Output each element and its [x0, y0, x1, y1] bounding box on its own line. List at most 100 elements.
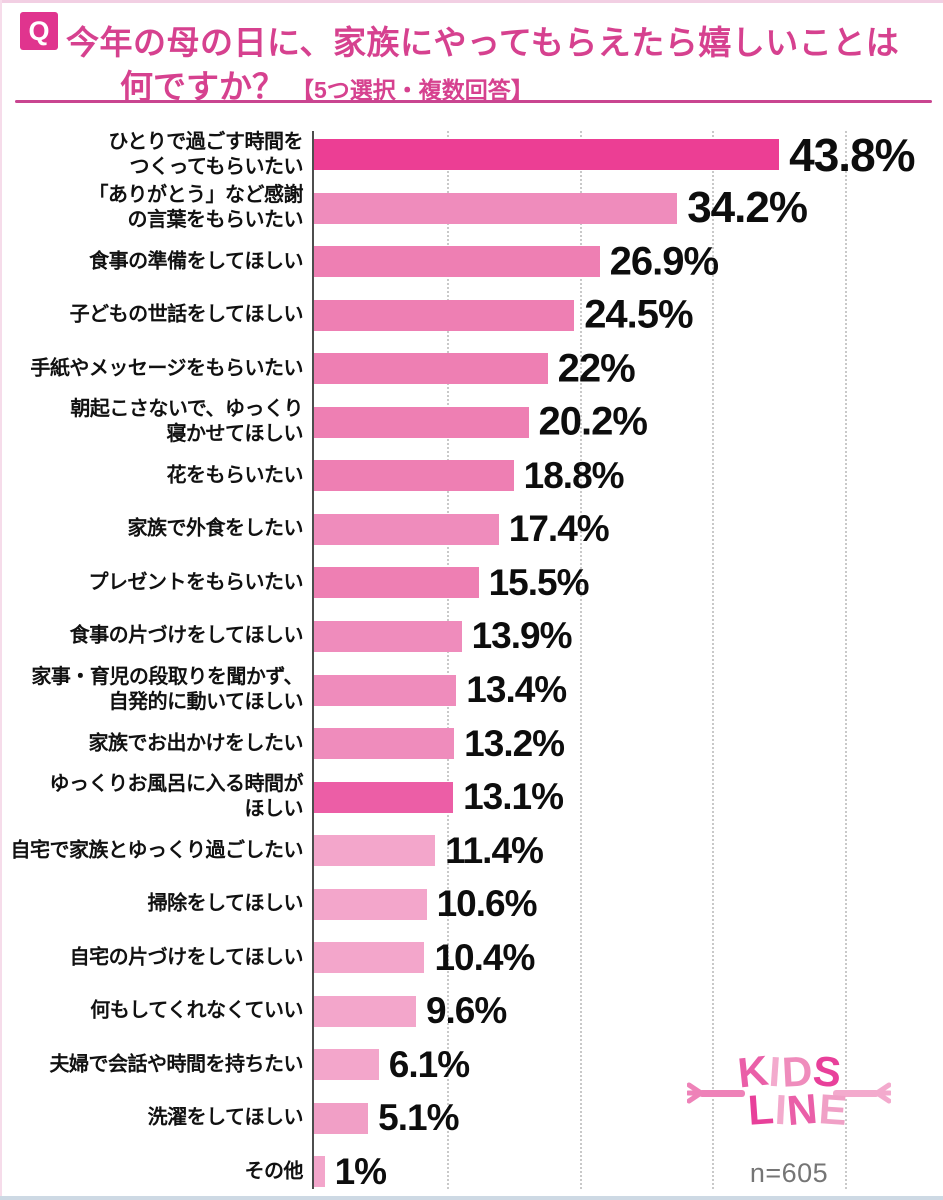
value-label: 20.2%	[538, 399, 648, 444]
value-label: 10.6%	[436, 883, 538, 925]
value-label: 5.1%	[378, 1097, 459, 1139]
chart-y-axis	[312, 131, 314, 1189]
question-badge-letter: Q	[28, 15, 50, 46]
question-badge: Q	[20, 12, 58, 50]
gridline	[845, 131, 847, 1189]
category-label-line: 食事の片づけをしてほしい	[69, 624, 304, 647]
value-label: 26.9%	[609, 239, 719, 284]
category-label-line: 「ありがとう」など感謝	[88, 184, 304, 207]
bar	[314, 139, 780, 170]
logo-letter: I	[773, 1085, 787, 1134]
category-label-line: 寝かせてほしい	[166, 423, 304, 446]
value-label: 13.2%	[464, 722, 565, 764]
category-label-line: 家事・育児の段取りを聞かず、	[31, 666, 303, 688]
bar	[314, 781, 454, 813]
category-label: 夫婦で会話や時間を持ちたい	[0, 1052, 304, 1077]
category-label-line: その他	[244, 1160, 304, 1183]
value-label: 9.6%	[425, 990, 507, 1032]
category-label-line: ゆっくりお風呂に入る時間が	[49, 773, 304, 796]
category-label-line: プレゼントをもらいたい	[88, 571, 304, 594]
page-bottom-edge	[0, 1196, 943, 1200]
category-label: 食事の片づけをしてほしい	[0, 624, 304, 649]
value-label: 1%	[334, 1150, 387, 1192]
category-label: 「ありがとう」など感謝 の言葉をもらいたい	[0, 183, 304, 233]
bar	[314, 513, 499, 545]
page-left-edge	[0, 0, 2, 1196]
bar	[314, 835, 436, 867]
bar-chart: ひとりで過ごす時間を つくってもらいたい 43.8% 「ありがとう」など感謝 の言葉をも…	[0, 125, 943, 1193]
bar	[314, 1049, 379, 1081]
bar	[314, 192, 678, 224]
page-top-edge	[0, 0, 943, 3]
logo-letter: E	[817, 1085, 848, 1134]
category-label: 家族でお出かけをしたい	[0, 731, 304, 756]
logo-letter: L	[746, 1085, 775, 1134]
value-label: 43.8%	[789, 128, 915, 181]
page-title-line2-main: 何ですか？	[120, 68, 285, 105]
category-label: 家族で外食をしたい	[0, 517, 304, 542]
category-label: ゆっくりお風呂に入る時間が ほしい	[0, 772, 304, 822]
category-label-line: の言葉をもらいたい	[127, 209, 304, 232]
value-label: 13.4%	[466, 669, 567, 710]
value-label: 15.5%	[488, 561, 590, 603]
value-label: 11.4%	[445, 829, 544, 871]
gridline	[446, 131, 449, 1189]
bar	[314, 353, 548, 385]
category-label-line: 家族で外食をしたい	[127, 517, 304, 540]
bar	[314, 460, 514, 492]
value-label: 13.1%	[463, 776, 564, 818]
bar	[314, 1102, 369, 1134]
category-label: 家事・育児の段取りを聞かず、自発的に動いてほしい	[0, 665, 303, 715]
bar	[314, 567, 479, 599]
gridline	[712, 131, 715, 1189]
value-label: 22%	[557, 346, 636, 391]
category-label: 洗濯をしてほしい	[0, 1106, 304, 1131]
category-label-line: ひとりで過ごす時間を	[108, 130, 303, 153]
category-label-line: 子どもの世話をしてほしい	[69, 303, 304, 326]
sample-size-label: n=605	[749, 1158, 829, 1188]
category-label: 自宅で家族とゆっくり過ごしたい	[0, 838, 304, 863]
bar	[314, 299, 575, 331]
category-label: その他	[0, 1159, 304, 1184]
bar	[314, 406, 529, 438]
category-label-line: 花をもらいたい	[166, 464, 304, 487]
bar	[314, 728, 455, 760]
category-label-line: 朝起こさないで、ゆっくり	[70, 398, 303, 421]
category-label: 花をもらいたい	[0, 463, 304, 488]
bar	[314, 1156, 325, 1188]
category-label-line: 何もしてくれなくていい	[90, 999, 303, 1022]
bar	[314, 674, 457, 706]
logo-arms-icon	[687, 1082, 891, 1104]
category-label-line: 手紙やメッセージをもらいたい	[30, 357, 303, 380]
page-title-line2: 何ですか？ 【5つ選択・複数回答】	[120, 60, 534, 108]
gridline	[579, 131, 582, 1189]
category-label-line: 夫婦で会話や時間を持ちたい	[49, 1053, 304, 1076]
category-label: 手紙やメッセージをもらいたい	[0, 356, 303, 381]
category-label: ひとりで過ごす時間を つくってもらいたい	[0, 130, 303, 180]
category-label-line: 掃除をしてほしい	[147, 892, 304, 915]
value-label: 13.9%	[471, 615, 573, 657]
value-label: 24.5%	[584, 292, 693, 337]
page-title: 今年の母の日に、家族にやってもらえたら嬉しいことは	[66, 24, 900, 61]
value-label: 17.4%	[508, 508, 610, 550]
logo-letter: N	[785, 1084, 819, 1135]
value-label: 18.8%	[523, 454, 625, 496]
value-label: 34.2%	[687, 183, 808, 233]
bar	[314, 942, 425, 974]
category-label: 食事の準備をしてほしい	[0, 249, 303, 274]
page-title-note: 【5つ選択・複数回答】	[291, 77, 534, 103]
bar	[314, 620, 462, 652]
category-label-line: 自発的に動いてほしい	[108, 691, 304, 713]
category-label-line: 家族でお出かけをしたい	[88, 732, 304, 755]
category-label-line: 自宅の片づけをしてほしい	[69, 946, 304, 969]
category-label-line: つくってもらいたい	[129, 155, 304, 178]
value-label: 6.1%	[388, 1043, 470, 1085]
bar	[314, 246, 600, 278]
category-label-line: 食事の準備をしてほしい	[89, 250, 303, 273]
category-label: 掃除をしてほしい	[0, 892, 304, 917]
category-label: 自宅の片づけをしてほしい	[0, 945, 304, 970]
value-label: 10.4%	[434, 936, 535, 978]
bar	[314, 995, 416, 1027]
